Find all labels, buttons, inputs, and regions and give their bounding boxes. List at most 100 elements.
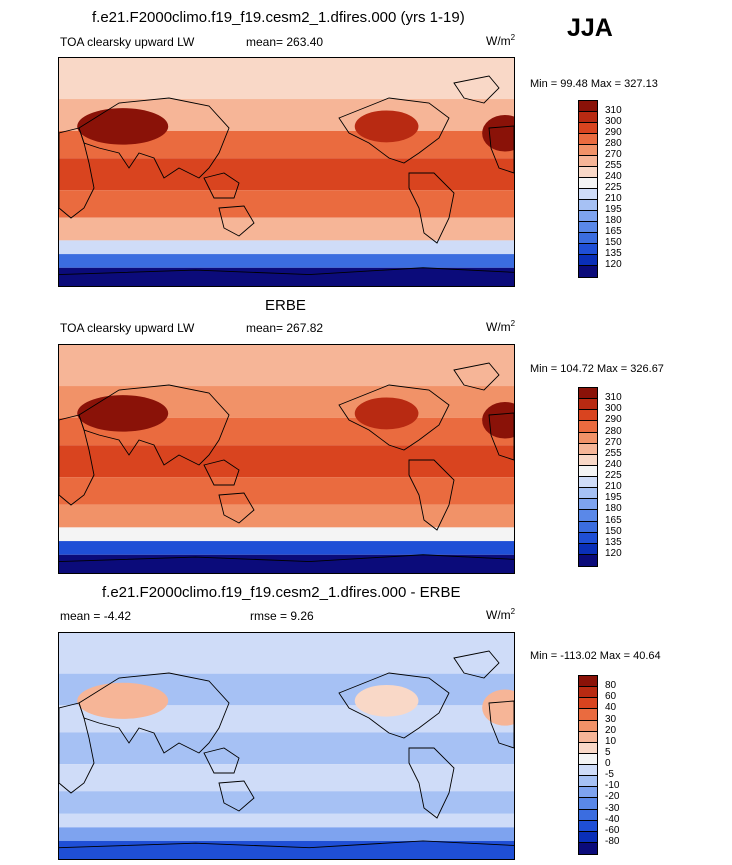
colorbar-tick-label: 310	[605, 105, 622, 116]
colorbar-tick-label: 195	[605, 492, 622, 504]
colorbar-tick-label: 5	[605, 746, 611, 758]
map-band-s-midlat	[59, 504, 514, 528]
colorbar-swatch	[579, 266, 597, 277]
colorbar-tick-label: 30	[605, 713, 617, 725]
colorbar-swatch	[579, 532, 597, 544]
panel-2-mean: mean= 267.82	[246, 321, 324, 335]
colorbar-tick-label: -10	[605, 780, 620, 792]
colorbar-tick-label: 40	[605, 702, 617, 714]
panel-2-title: ERBE	[265, 297, 306, 314]
map-coastline	[218, 492, 255, 524]
colorbar-panel-1	[578, 100, 598, 278]
map-coastline	[488, 700, 514, 749]
map-coastline	[59, 127, 95, 219]
colorbar-swatch	[579, 554, 597, 566]
panel-1-title: f.e21.F2000climo.f19_f19.cesm2_1.dfires.…	[92, 9, 465, 26]
map-band-s-blue	[59, 254, 514, 268]
colorbar-swatch	[579, 211, 597, 222]
colorbar-swatch	[579, 820, 597, 832]
colorbar-swatch	[579, 454, 597, 466]
colorbar-panel-2	[578, 387, 598, 567]
map-coastline	[408, 172, 455, 244]
map-coastline	[78, 97, 230, 179]
colorbar-swatch	[579, 443, 597, 455]
colorbar-tick-label: 240	[605, 171, 622, 182]
map-band-s-pale	[59, 813, 514, 828]
colorbar-swatch	[579, 720, 597, 732]
colorbar-swatch	[579, 244, 597, 255]
map-band-tropics	[59, 158, 514, 191]
colorbar-swatch	[579, 145, 597, 156]
panel-1-variable: TOA clearsky upward LW	[60, 35, 195, 49]
map-coastline	[488, 125, 514, 174]
colorbar-tick-label: 290	[605, 127, 622, 138]
map-coastline	[453, 362, 500, 391]
map-hot-region-america	[354, 684, 419, 717]
colorbar-swatch	[579, 499, 597, 511]
colorbar-tick-label: 210	[605, 481, 622, 493]
map-band-tropics	[59, 445, 514, 478]
panel-3-units: W/m2	[486, 607, 516, 622]
colorbar-tick-label: 280	[605, 138, 622, 149]
colorbar-swatch	[579, 731, 597, 743]
colorbar-tick-label: 150	[605, 525, 622, 537]
colorbar-swatch	[579, 134, 597, 145]
map-coastline	[59, 702, 95, 794]
colorbar-swatch	[579, 787, 597, 799]
colorbar-swatch	[579, 189, 597, 200]
colorbar-tick-label: 300	[605, 116, 622, 127]
colorbar-swatch	[579, 222, 597, 233]
colorbar-panel-3	[578, 675, 598, 855]
colorbar-tick-label: 310	[605, 392, 622, 404]
panel-2-variable: TOA clearsky upward LW	[60, 321, 195, 335]
colorbar-swatch	[579, 156, 597, 167]
colorbar-tick-label: 120	[605, 259, 622, 270]
colorbar-swatch	[579, 465, 597, 477]
map-band-antarctic	[59, 840, 514, 859]
map-band-s-subtrop	[59, 477, 514, 505]
map-coastline	[203, 172, 240, 199]
colorbar-tick-label: 280	[605, 425, 622, 437]
panel-2-units: W/m2	[486, 319, 516, 334]
colorbar-swatch	[579, 388, 597, 400]
colorbar-swatch	[579, 421, 597, 433]
colorbar-tick-label: 195	[605, 204, 622, 215]
colorbar-tick-label: 210	[605, 193, 622, 204]
colorbar-tick-label: 270	[605, 436, 622, 448]
map-hot-region-asia	[77, 108, 169, 145]
colorbar-swatch	[579, 200, 597, 211]
map-band-north	[59, 633, 514, 674]
map-coastline	[218, 780, 255, 812]
colorbar-swatch	[579, 687, 597, 699]
colorbar-tick-label: 10	[605, 735, 617, 747]
map-coastline	[338, 384, 450, 451]
colorbar-swatch	[579, 842, 597, 854]
map-band-north	[59, 345, 514, 387]
colorbar-tick-label: -60	[605, 824, 620, 836]
map-coastline	[203, 459, 240, 486]
colorbar-tick-label: 225	[605, 470, 622, 481]
colorbar-swatch	[579, 510, 597, 522]
colorbar-swatch	[579, 178, 597, 189]
colorbar-tick-label: 225	[605, 182, 622, 193]
map-band-north	[59, 58, 514, 100]
colorbar-swatch	[579, 123, 597, 134]
colorbar-tick-label: 135	[605, 248, 622, 259]
map-band-s-blue	[59, 827, 514, 841]
colorbar-tick-label: -30	[605, 802, 620, 814]
panel-3-title: f.e21.F2000climo.f19_f19.cesm2_1.dfires.…	[102, 584, 461, 601]
map-panel-2	[58, 344, 515, 574]
map-coastline	[338, 97, 450, 164]
colorbar-swatch	[579, 831, 597, 843]
colorbar-swatch	[579, 488, 597, 500]
map-coastline-antarctica	[59, 267, 514, 276]
map-coastline	[59, 414, 95, 506]
colorbar-tick-label: 300	[605, 403, 622, 415]
colorbar-tick-label: 120	[605, 547, 622, 559]
panel-3-minmax: Min = -113.02 Max = 40.64	[530, 650, 661, 662]
colorbar-tick-label: 270	[605, 149, 622, 160]
colorbar-swatch	[579, 255, 597, 266]
map-band-tropics	[59, 732, 514, 765]
colorbar-tick-label: 165	[605, 514, 622, 526]
map-coastline	[453, 650, 500, 679]
